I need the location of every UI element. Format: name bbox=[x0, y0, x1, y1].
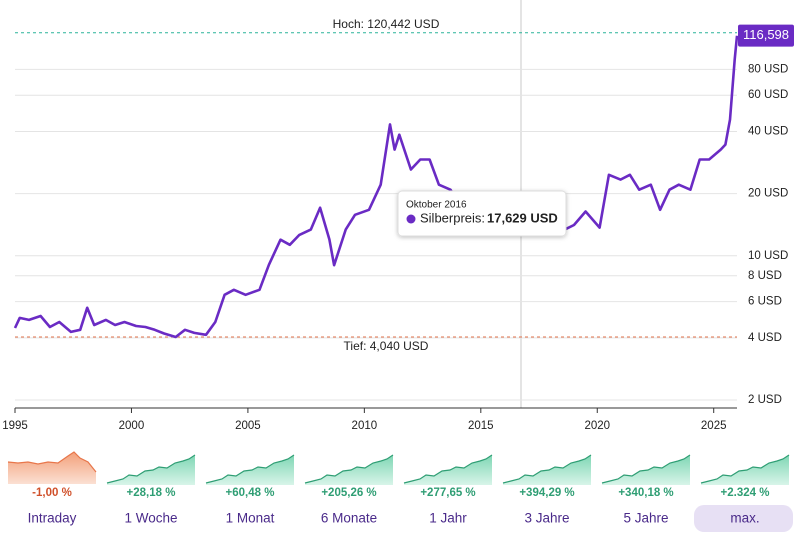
sparkline bbox=[502, 454, 592, 485]
low-label: Tief: 4,040 USD bbox=[344, 339, 429, 353]
x-tick-label: 1995 bbox=[2, 420, 28, 432]
x-tick-label: 2025 bbox=[701, 420, 727, 432]
sparkline bbox=[700, 454, 790, 485]
period-change: +60,48 % bbox=[226, 487, 275, 499]
sparkline bbox=[7, 451, 97, 484]
tooltip-name: Silberpreis: bbox=[420, 210, 485, 225]
selected-period bbox=[694, 505, 793, 532]
period-button[interactable]: Intraday bbox=[28, 511, 77, 526]
period-change: +2.324 % bbox=[721, 487, 770, 499]
sparkline bbox=[205, 454, 295, 485]
high-label: Hoch: 120,442 USD bbox=[333, 17, 440, 31]
tooltip-value: 17,629 USD bbox=[487, 210, 558, 225]
y-tick-label: 6 USD bbox=[748, 296, 782, 308]
tooltip-date: Oktober 2016 bbox=[406, 200, 467, 211]
period-button[interactable]: 5 Jahre bbox=[623, 511, 668, 526]
y-tick-label: 10 USD bbox=[748, 250, 788, 262]
y-tick-label: 40 USD bbox=[748, 126, 788, 138]
last-value-label: 116,598 bbox=[743, 27, 789, 42]
y-tick-label: 4 USD bbox=[748, 332, 782, 344]
x-tick-label: 2010 bbox=[352, 420, 378, 432]
period-change: +340,18 % bbox=[618, 487, 673, 499]
y-tick-label: 60 USD bbox=[748, 89, 788, 101]
sparkline bbox=[106, 454, 196, 485]
tooltip-dot bbox=[406, 214, 416, 224]
period-button[interactable]: 6 Monate bbox=[321, 511, 377, 526]
period-change: +28,18 % bbox=[127, 487, 176, 499]
y-tick-label: 80 USD bbox=[748, 63, 788, 75]
x-tick-label: 2015 bbox=[468, 420, 494, 432]
period-change: +205,26 % bbox=[321, 487, 376, 499]
sparkline bbox=[403, 454, 493, 485]
price-line bbox=[13, 35, 739, 339]
last-value-badge bbox=[738, 24, 794, 47]
period-button[interactable]: 1 Jahr bbox=[429, 511, 467, 526]
period-change: +394,29 % bbox=[519, 487, 574, 499]
period-change: -1,00 % bbox=[32, 487, 72, 499]
sparkline bbox=[304, 454, 394, 485]
x-tick-label: 2000 bbox=[119, 420, 145, 432]
y-tick-label: 8 USD bbox=[748, 270, 782, 282]
period-button[interactable]: 1 Monat bbox=[226, 511, 275, 526]
period-button[interactable]: 1 Woche bbox=[124, 511, 177, 526]
x-tick-label: 2020 bbox=[584, 420, 610, 432]
y-tick-label: 20 USD bbox=[748, 188, 788, 200]
period-button[interactable]: 3 Jahre bbox=[524, 511, 569, 526]
y-tick-label: 2 USD bbox=[748, 394, 782, 406]
tooltip-box bbox=[397, 190, 567, 237]
period-panel: -1,00 % Intraday +28,18 % 1 Woche +60,48 % 1 … bbox=[7, 451, 793, 532]
x-tick-label: 2005 bbox=[235, 420, 261, 432]
period-change: +277,65 % bbox=[420, 487, 475, 499]
sparkline bbox=[601, 454, 691, 485]
period-button[interactable]: max. bbox=[730, 511, 759, 526]
